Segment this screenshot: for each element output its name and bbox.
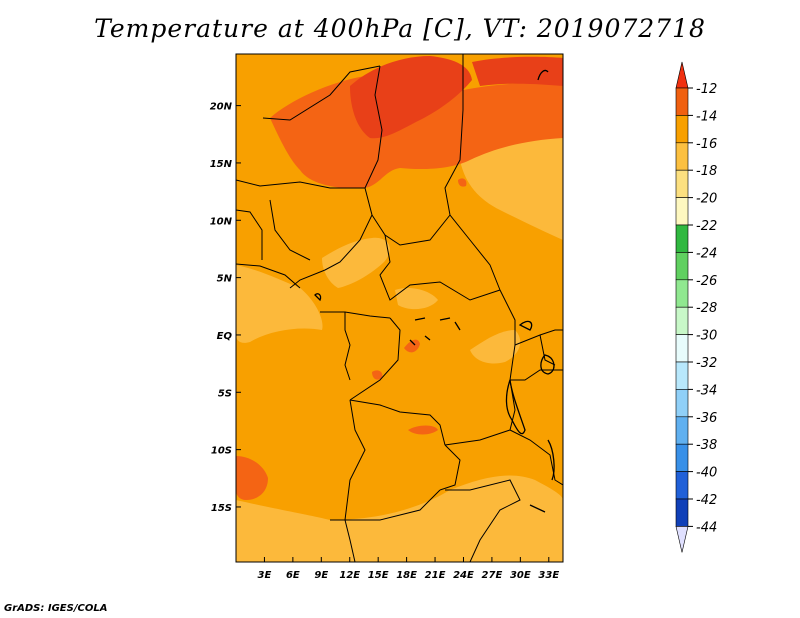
- colorbar-label: -12: [696, 82, 717, 97]
- colorbar-swatch: [675, 87, 689, 116]
- map-title: Temperature at 400hPa [C], VT: 201907271…: [94, 14, 706, 43]
- colorbar-label: -36: [696, 411, 717, 426]
- colorbar-label: -40: [696, 466, 717, 481]
- colorbar-swatch: [675, 416, 689, 445]
- colorbar-label: -22: [696, 219, 717, 234]
- lat-tick-label: 10N: [210, 216, 233, 227]
- fill-band-14-12-spot-c: [372, 370, 383, 380]
- lat-tick-label: 5N: [217, 274, 233, 285]
- colorbar-label: -32: [696, 356, 717, 371]
- lat-tick-label: 20N: [210, 102, 233, 113]
- colorbar-swatch: [675, 115, 689, 144]
- lat-tick-label: 15N: [210, 159, 233, 170]
- lakes: [314, 69, 555, 513]
- lon-tick-label: 33E: [538, 570, 559, 581]
- colorbar-label: -28: [696, 301, 717, 316]
- lat-tick-label: 5S: [218, 388, 232, 399]
- colorbar-label: -18: [696, 164, 717, 179]
- colorbar-label: -14: [696, 109, 717, 124]
- colorbar-swatch: [675, 498, 689, 527]
- lon-tick-label: 27E: [482, 570, 503, 581]
- lat-tick-label: EQ: [217, 331, 233, 342]
- fill-band-12-up-ne: [472, 56, 563, 86]
- colorbar-label: -16: [696, 137, 717, 152]
- colorbar-label: -20: [696, 192, 717, 207]
- software-credit: GrADS: IGES/COLA: [4, 603, 108, 614]
- fill-band-18-16-west-africa: [236, 265, 323, 343]
- fill-band-14-12-spot-b: [408, 425, 438, 435]
- colorbar-swatch: [675, 306, 689, 335]
- colorbar-label: -42: [696, 493, 717, 508]
- country-borders: [236, 54, 563, 562]
- fill-band-18-16-east: [460, 130, 563, 240]
- colorbar-label: -30: [696, 329, 717, 344]
- fill-band-18-16-lakes: [470, 330, 521, 364]
- colorbar-swatch: [675, 224, 689, 253]
- lat-tick-label: 10S: [211, 446, 232, 457]
- colorbar-label: -44: [696, 520, 717, 535]
- colorbar-label: -26: [696, 274, 717, 289]
- lat-tick-label: 15S: [211, 503, 232, 514]
- fill-band-14-12-spot-d: [458, 178, 467, 187]
- fill-band-14-12-southwest: [236, 456, 268, 500]
- longitude-axis: 3E 6E 9E 12E 15E 18E 21E 24E 27E 30E 33E: [258, 557, 559, 581]
- lon-tick-label: 30E: [510, 570, 531, 581]
- colorbar-swatch: [675, 471, 689, 500]
- lon-tick-label: 12E: [339, 570, 360, 581]
- fill-band-14-12-spot-a: [404, 339, 420, 353]
- colorbar-swatch: [675, 169, 689, 198]
- colorbar: -12 -14 -16 -18 -20 -22 -24 -26 -28 -30 -32 -34 -36 -…: [675, 61, 717, 553]
- colorbar-swatch: [675, 361, 689, 390]
- fill-band-12-up-sahara: [350, 56, 472, 139]
- temperature-field: [236, 54, 563, 562]
- colorbar-swatch: [675, 389, 689, 418]
- colorbar-swatch: [675, 252, 689, 281]
- lon-tick-label: 3E: [258, 570, 272, 581]
- colorbar-label: -24: [696, 246, 717, 261]
- map-frame: [235, 53, 564, 563]
- colorbar-swatch: [675, 279, 689, 308]
- colorbar-swatch: [675, 142, 689, 171]
- latitude-axis: 20N 15N 10N 5N EQ 5S 10S 15S: [210, 102, 241, 514]
- colorbar-top-arrow: [675, 61, 689, 89]
- lon-tick-label: 18E: [396, 570, 417, 581]
- fill-band-18-16-south: [236, 475, 563, 562]
- colorbar-label: -38: [696, 438, 717, 453]
- lon-tick-label: 6E: [286, 570, 300, 581]
- lon-tick-label: 21E: [425, 570, 446, 581]
- lon-tick-label: 24E: [453, 570, 474, 581]
- fill-band-14-12-north: [270, 73, 563, 189]
- colorbar-swatch: [675, 443, 689, 472]
- colorbar-swatch: [675, 334, 689, 363]
- colorbar-label: -34: [696, 383, 717, 398]
- lon-tick-label: 15E: [368, 570, 389, 581]
- fill-band-18-16-patch: [395, 288, 438, 310]
- colorbar-swatch: [675, 197, 689, 226]
- lon-tick-label: 9E: [314, 570, 328, 581]
- fill-band-18-16-central: [322, 237, 390, 288]
- colorbar-bottom-arrow: [675, 526, 689, 553]
